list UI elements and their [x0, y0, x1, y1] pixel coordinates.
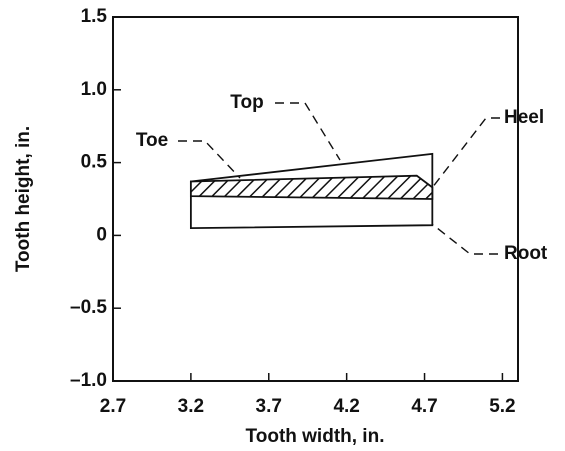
leader-lines: [178, 102, 500, 255]
root-leader: [431, 223, 498, 255]
x-tick-label: 3.7: [256, 396, 282, 417]
x-tick-label: 4.2: [333, 396, 359, 417]
y-axis-title: Tooth height, in.: [13, 126, 34, 272]
x-tick-label: 3.2: [178, 396, 204, 417]
y-tick-label: 0: [96, 224, 107, 245]
annotation: Top: [230, 92, 263, 113]
annotation: Heel: [504, 107, 544, 128]
toe-leader: [178, 140, 241, 179]
plot-frame: [112, 16, 519, 382]
x-tick-label: 2.7: [100, 396, 126, 417]
y-tick-label: 1.5: [81, 6, 108, 27]
y-tick-label: –1.0: [70, 370, 107, 391]
y-tick-label: 1.0: [81, 79, 107, 100]
x-tick-label: 5.2: [489, 396, 515, 417]
top-leader: [275, 102, 341, 161]
tooth-shape: [189, 174, 434, 200]
x-axis-title: Tooth width, in.: [246, 426, 385, 447]
tooth-shape: [189, 152, 434, 230]
annotation: Root: [504, 243, 548, 264]
x-tick-label: 4.7: [411, 396, 437, 417]
y-tick-label: 0.5: [81, 152, 108, 173]
heel-leader: [431, 117, 500, 189]
y-tick-label: –0.5: [70, 297, 107, 318]
annotation: Toe: [136, 130, 168, 151]
